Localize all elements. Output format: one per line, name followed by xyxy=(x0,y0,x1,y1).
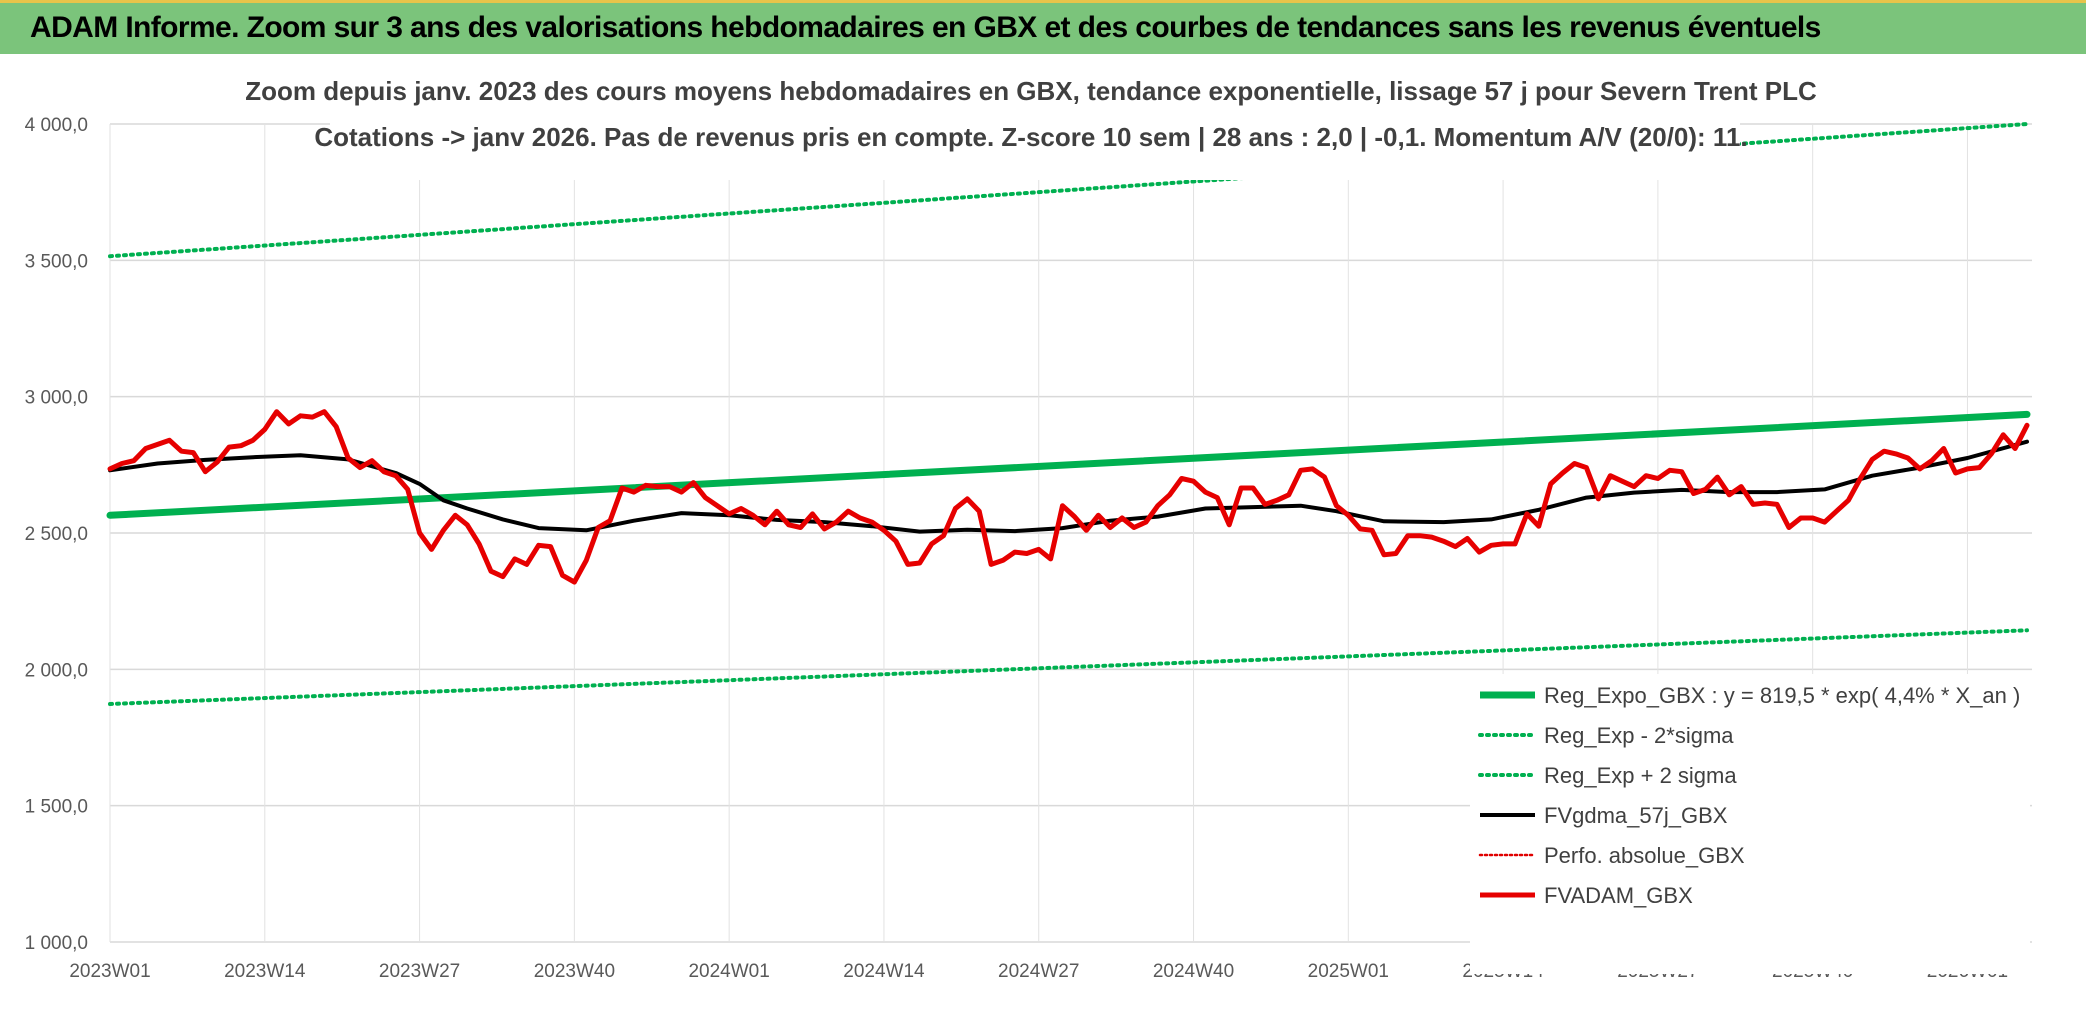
y-tick-label: 2 000,0 xyxy=(25,660,88,681)
y-tick-label: 2 500,0 xyxy=(25,524,88,545)
chart-title: Zoom depuis janv. 2023 des cours moyens … xyxy=(245,76,1817,106)
line-chart: 1 000,0 1 500,0 2 000,0 2 500,0 3 000,0 3 500… xyxy=(0,54,2086,1031)
legend-label: Reg_Exp - 2*sigma xyxy=(1544,723,1734,748)
legend-label: Perfo. absolue_GBX xyxy=(1544,843,1745,868)
y-tick-label: 1 000,0 xyxy=(25,933,88,954)
legend-label: Reg_Expo_GBX : y = 819,5 * exp( 4,4% * X… xyxy=(1544,683,2020,708)
legend-background xyxy=(1470,674,2030,974)
series-line-smooth xyxy=(108,439,2029,534)
x-tick-label: 2024W01 xyxy=(688,961,769,982)
report-title: ADAM Informe. Zoom sur 3 ans des valoris… xyxy=(30,11,1821,44)
series-line-trend xyxy=(106,410,2031,519)
series-line-adam xyxy=(107,409,2030,585)
x-tick-label: 2023W14 xyxy=(224,961,306,982)
legend-label: FVgdma_57j_GBX xyxy=(1544,803,1728,828)
y-tick-label: 3 500,0 xyxy=(25,251,88,272)
legend: Reg_Expo_GBX : y = 819,5 * exp( 4,4% * X… xyxy=(1478,683,2020,908)
x-tick-label: 2024W14 xyxy=(843,961,925,982)
x-tick-label: 2023W40 xyxy=(534,961,615,982)
chart-subtitle: Cotations -> janv 2026. Pas de revenus p… xyxy=(314,122,1747,152)
y-tick-label: 1 500,0 xyxy=(25,797,88,818)
legend-label: Reg_Exp + 2 sigma xyxy=(1544,763,1737,788)
series-lines xyxy=(106,122,2031,706)
x-tick-label: 2023W01 xyxy=(69,961,150,982)
x-tick-label: 2025W01 xyxy=(1308,961,1389,982)
y-axis-tick-labels: 1 000,0 1 500,0 2 000,0 2 500,0 3 000,0 3 500… xyxy=(25,115,88,954)
title-background xyxy=(330,60,1740,180)
legend-label: FVADAM_GBX xyxy=(1544,883,1693,908)
y-tick-label: 4 000,0 xyxy=(25,115,88,136)
x-tick-label: 2024W27 xyxy=(998,961,1079,982)
report-banner: ADAM Informe. Zoom sur 3 ans des valoris… xyxy=(0,0,2086,54)
x-tick-label: 2024W40 xyxy=(1153,961,1234,982)
series-line-band xyxy=(108,628,2029,706)
x-tick-label: 2023W27 xyxy=(379,961,460,982)
y-tick-label: 3 000,0 xyxy=(25,388,88,409)
